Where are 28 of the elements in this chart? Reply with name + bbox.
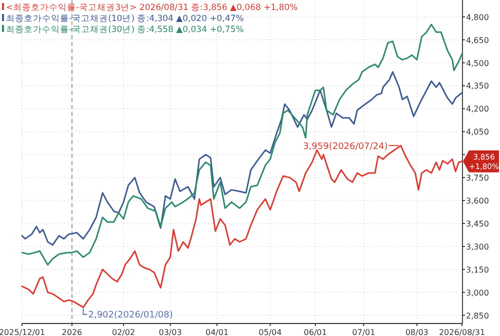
x-tick-label: 04/01 bbox=[205, 328, 229, 336]
y-tick-label: 3,000 bbox=[466, 288, 489, 298]
legend-label: <최종호가수익률-국고채권3년> 2026/08/31 종:3,856 ▲0,068 +1,80% bbox=[6, 3, 298, 13]
y-tick-label: 2,850 bbox=[466, 311, 489, 320]
y-tick-label: 3,600 bbox=[466, 196, 489, 206]
x-tick-label: 06/01 bbox=[304, 328, 327, 336]
y-tick-label: 3,150 bbox=[466, 265, 489, 274]
x-tick-label: 03/03 bbox=[158, 328, 182, 336]
y-tick-label: 3,300 bbox=[466, 242, 489, 252]
x-tick-label: 2026/08/31 bbox=[438, 328, 486, 336]
x-tick-label: 2026 bbox=[62, 328, 82, 336]
line-series bbox=[21, 71, 463, 246]
y-tick-label: 4,500 bbox=[466, 58, 489, 68]
x-tick-label: 02/02 bbox=[112, 328, 136, 336]
y-tick-label: 3,450 bbox=[466, 220, 489, 228]
y-tick-label: 4,050 bbox=[466, 128, 489, 137]
legend-label: 최종호가수익률-국고채권(30년) 종:4,558 ▲0,034 +0,75% bbox=[6, 25, 244, 35]
y-tick-label: 4,800 bbox=[466, 12, 489, 22]
y-tick-label: 3,750 bbox=[466, 174, 489, 183]
legend-label: 최종호가수익률-국고채권(10년) 종:4,304 ▲0,020 +0,47% bbox=[6, 14, 244, 24]
annotation: 2,902(2026/01/08) bbox=[88, 310, 173, 320]
y-tick-label: 4,650 bbox=[466, 36, 489, 45]
x-tick-label: 07/01 bbox=[352, 328, 376, 336]
x-tick-label: 08/03 bbox=[405, 328, 428, 336]
y-tick-label: 4,200 bbox=[466, 104, 489, 114]
y-tick-label: 4,350 bbox=[466, 82, 489, 91]
x-tick-label: 05/04 bbox=[258, 328, 282, 336]
annotation: 3,959(2026/07/24) bbox=[303, 142, 388, 152]
